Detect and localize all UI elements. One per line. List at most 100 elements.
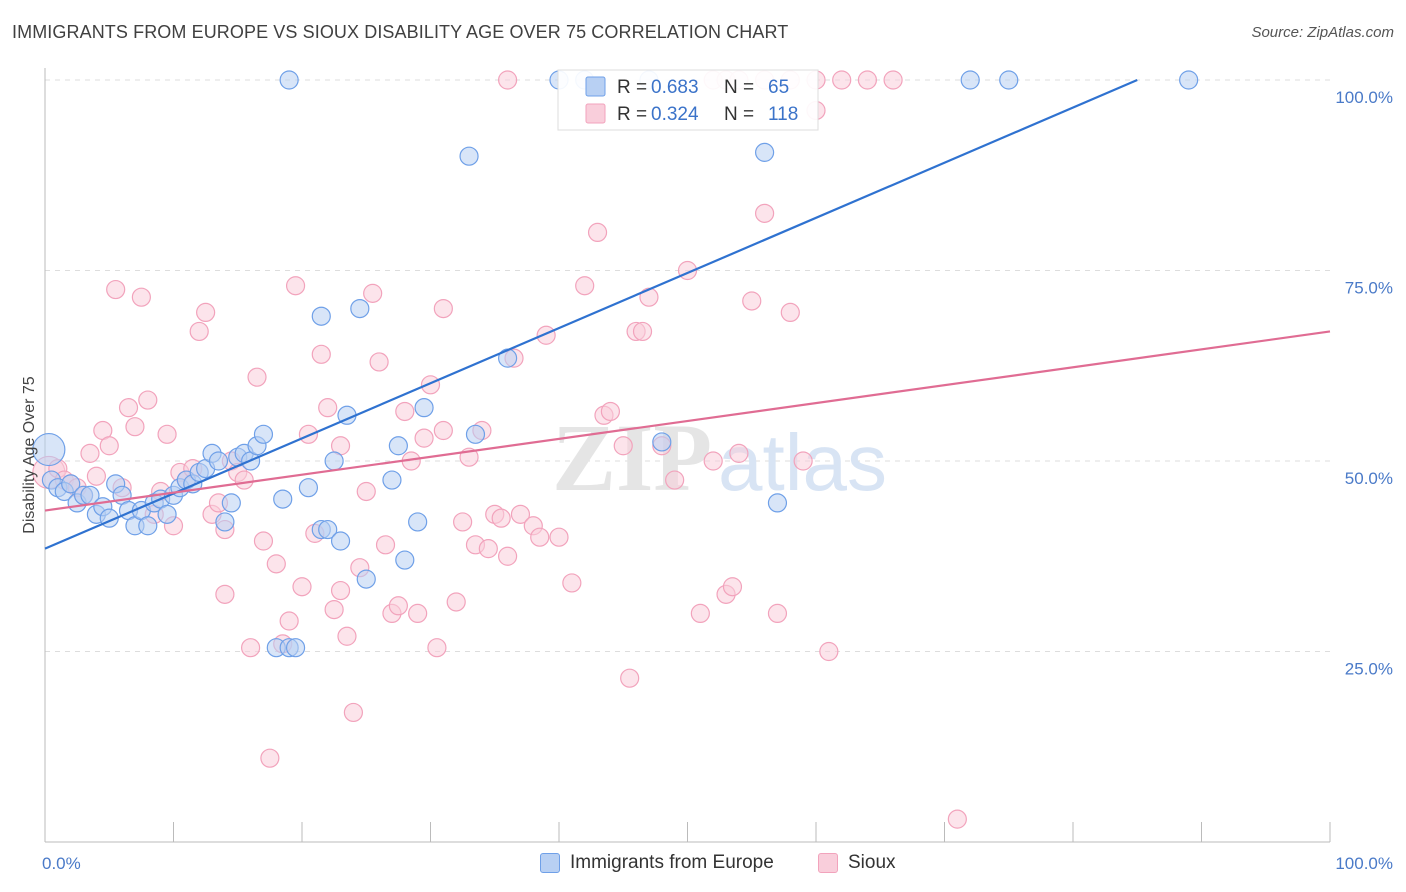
stats-r-value: 0.324 (651, 104, 699, 125)
data-point-sioux (253, 531, 274, 551)
data-point-sioux (279, 611, 299, 631)
stats-n-label: N = (724, 77, 754, 98)
data-point-sioux (742, 291, 762, 311)
chart-title: IMMIGRANTS FROM EUROPE VS SIOUX DISABILI… (12, 22, 789, 42)
data-point-europe (754, 142, 775, 162)
data-point-sioux (266, 554, 286, 574)
data-point-sioux (549, 527, 569, 547)
stats-swatch-europe (585, 76, 606, 97)
data-point-sioux (883, 70, 903, 90)
data-point-europe (298, 478, 319, 498)
data-point-europe (960, 70, 980, 90)
data-point-europe (285, 638, 306, 658)
data-point-sioux (395, 401, 415, 422)
data-point-sioux (793, 451, 813, 471)
data-point-europe (1179, 70, 1199, 90)
data-point-europe (652, 432, 672, 452)
data-point-sioux (375, 535, 396, 555)
data-point-sioux (530, 527, 550, 547)
series-legend: Immigrants from Europe Sioux (0, 852, 1406, 878)
data-point-europe (459, 146, 479, 166)
data-point-europe (279, 70, 299, 90)
data-point-sioux (324, 599, 344, 620)
data-point-europe (330, 531, 351, 551)
x-tick-label: 100.0% (1335, 854, 1393, 873)
data-point-sioux (562, 573, 582, 593)
x-tick-label: 0.0% (42, 854, 81, 873)
data-point-europe (138, 516, 158, 536)
legend-label-europe: Immigrants from Europe (570, 852, 774, 873)
data-point-sioux (632, 321, 653, 342)
data-point-europe (318, 519, 338, 540)
data-points (32, 70, 1199, 829)
data-point-sioux (690, 603, 710, 624)
data-point-sioux (337, 626, 357, 646)
stats-n-label: N = (724, 104, 754, 125)
data-point-sioux (613, 436, 633, 456)
data-point-europe (61, 474, 81, 494)
data-point-sioux (575, 276, 595, 296)
data-point-sioux (832, 70, 852, 90)
data-point-sioux (363, 283, 383, 303)
data-point-sioux (330, 580, 351, 601)
data-point-sioux (260, 748, 280, 768)
data-point-europe (382, 470, 402, 490)
data-point-sioux (510, 504, 531, 524)
stats-n-value: 118 (768, 104, 798, 125)
data-point-sioux (433, 299, 453, 319)
stats-swatch-sioux (585, 103, 606, 124)
data-point-europe (324, 451, 344, 471)
data-point-sioux (587, 222, 608, 242)
data-point-sioux (196, 302, 216, 323)
data-point-sioux (99, 436, 119, 456)
legend-item-europe: Immigrants from Europe (540, 852, 774, 874)
data-point-sioux (388, 596, 408, 616)
data-point-sioux (318, 398, 338, 418)
data-point-europe (273, 489, 293, 509)
data-point-sioux (446, 592, 466, 612)
stats-r-label: R = (617, 77, 647, 98)
data-point-sioux (157, 424, 177, 444)
data-point-sioux (620, 668, 640, 688)
data-point-sioux (343, 702, 363, 723)
data-point-sioux (754, 203, 775, 223)
data-point-sioux (414, 428, 434, 448)
data-point-sioux (131, 287, 151, 307)
stats-r-value: 0.683 (651, 77, 699, 98)
data-point-europe (414, 398, 434, 418)
legend-swatch-sioux (818, 853, 838, 873)
data-point-sioux (819, 641, 839, 662)
y-tick-label: 100.0% (1335, 88, 1393, 107)
data-point-europe (311, 306, 331, 326)
data-point-sioux (247, 367, 267, 387)
data-point-sioux (118, 398, 139, 418)
data-point-europe (215, 512, 235, 532)
data-point-europe (408, 512, 428, 532)
data-point-sioux (767, 603, 788, 624)
data-point-sioux (408, 603, 428, 624)
y-tick-label: 25.0% (1345, 660, 1393, 679)
data-point-europe (999, 70, 1019, 90)
data-point-sioux (138, 390, 158, 410)
data-point-sioux (857, 70, 878, 90)
data-point-sioux (285, 276, 306, 296)
data-point-sioux (356, 481, 376, 502)
data-point-sioux (292, 577, 312, 597)
data-point-sioux (80, 443, 100, 463)
y-tick-label: 50.0% (1345, 469, 1393, 488)
stats-r-label: R = (617, 104, 647, 125)
data-point-sioux (189, 321, 209, 342)
data-point-sioux (665, 470, 685, 490)
data-point-sioux (478, 539, 498, 559)
data-point-sioux (947, 809, 967, 829)
data-point-europe (221, 493, 241, 513)
data-point-sioux (453, 512, 473, 532)
data-point-europe (395, 550, 415, 570)
data-point-europe (32, 432, 66, 467)
data-point-europe (208, 451, 229, 471)
data-point-sioux (498, 70, 518, 90)
data-point-europe (356, 569, 376, 589)
data-point-sioux (600, 401, 621, 422)
data-point-sioux (780, 302, 800, 323)
